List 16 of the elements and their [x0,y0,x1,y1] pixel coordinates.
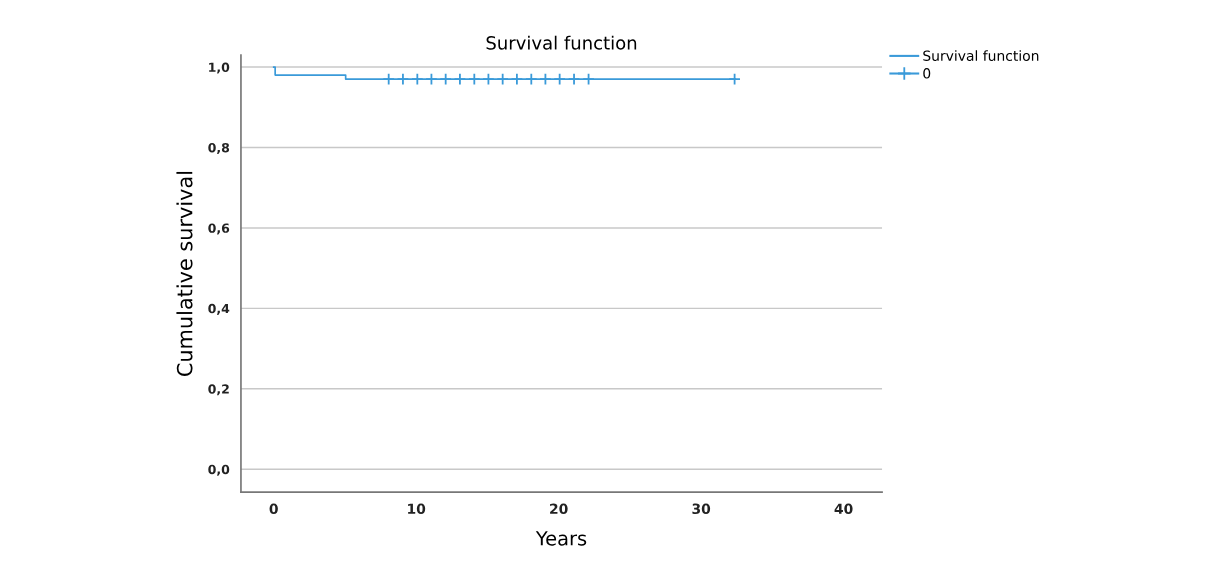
y-tick-label: 1,0 [209,62,230,74]
x-tick-label: 40 [834,503,853,515]
y-tick-label: 0,0 [208,464,230,476]
x-axis-title: Years [535,531,587,546]
y-tick-label: 0,6 [208,223,230,235]
legend-label: 0 [923,68,931,79]
x-tick-label: 30 [692,503,711,515]
x-tick-label: 0 [269,503,278,515]
y-tick-label: 0,2 [208,384,229,396]
y-axis-title: Cumulative survival [176,171,193,376]
y-tick-label: 0,4 [208,303,230,315]
y-tick-label: 0,8 [208,142,230,155]
legend-label: Survival function [923,50,1039,61]
x-tick-label: 10 [408,503,426,515]
chart-title: Survival function [486,35,637,50]
x-tick-label: 20 [550,503,568,515]
